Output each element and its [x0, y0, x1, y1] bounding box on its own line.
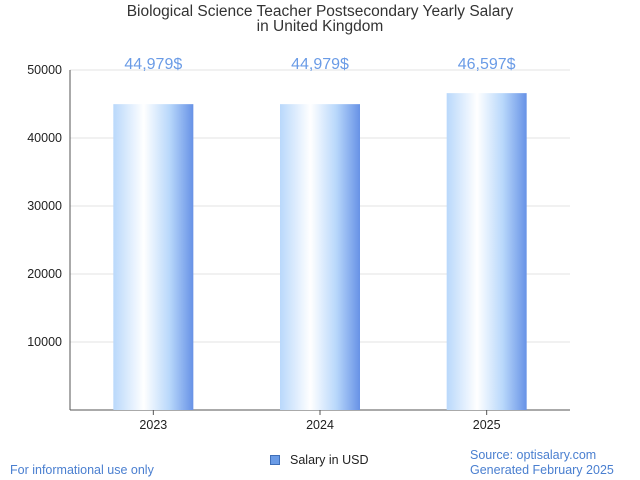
x-tick-label: 2023	[139, 418, 167, 432]
bar-value-label: 44,979$	[124, 56, 182, 73]
x-tick-label: 2024	[306, 418, 334, 432]
chart-title-line-1: Biological Science Teacher Postsecondary…	[126, 3, 514, 20]
bar	[446, 93, 527, 410]
y-tick-label: 40000	[27, 131, 62, 145]
chart-title: Biological Science Teacher Postsecondary…	[0, 3, 640, 35]
legend-swatch	[270, 455, 280, 465]
chart-title-line-2: in United Kingdom	[256, 18, 384, 35]
generated-text: Generated February 2025	[470, 463, 614, 477]
legend-label: Salary in USD	[290, 453, 369, 467]
source-text: Source: optisalary.com	[470, 448, 597, 462]
disclaimer-text: For informational use only	[10, 463, 154, 477]
y-tick-label: 30000	[27, 199, 62, 213]
chart-legend[interactable]: Salary in USD	[270, 453, 369, 467]
x-tick-label: 2025	[473, 418, 501, 432]
y-tick-label: 10000	[27, 335, 62, 349]
bar	[280, 104, 360, 411]
bar-value-label: 44,979$	[291, 56, 349, 73]
y-tick-label: 20000	[27, 267, 62, 281]
bar	[113, 104, 194, 411]
y-tick-label: 50000	[27, 63, 62, 77]
bar-value-label: 46,597$	[458, 56, 516, 73]
source-block: Source: optisalary.com Generated Februar…	[470, 448, 614, 478]
